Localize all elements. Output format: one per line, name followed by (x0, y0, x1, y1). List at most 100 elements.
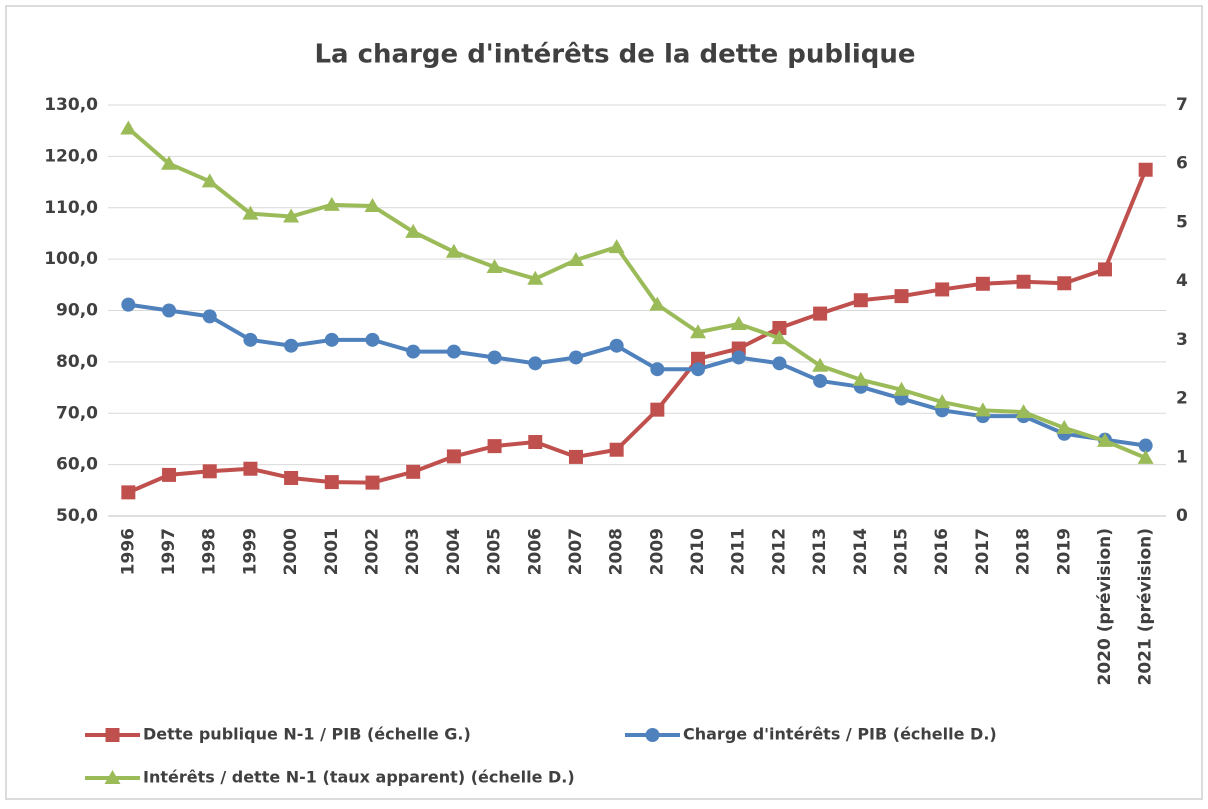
y-tick-label: 90,0 (56, 301, 98, 321)
x-tick-label: 2007 (566, 528, 586, 575)
marker (812, 357, 829, 372)
x-tick-label: 2004 (444, 528, 464, 575)
marker (201, 173, 218, 188)
y2-tick-label: 1 (1176, 447, 1188, 467)
marker (161, 155, 178, 170)
marker (445, 243, 462, 258)
marker (120, 120, 137, 135)
marker (162, 303, 177, 318)
marker (1057, 276, 1072, 291)
x-tick-label: 2016 (932, 528, 952, 575)
marker (568, 449, 583, 464)
x-tick-label: 1996 (118, 528, 138, 575)
marker (324, 332, 339, 347)
x-tick-label: 2000 (281, 528, 301, 575)
marker (162, 467, 177, 482)
y2-tick-label: 3 (1176, 330, 1188, 350)
marker (364, 197, 381, 212)
x-tick-label: 2019 (1054, 528, 1074, 575)
y2-tick-label: 7 (1176, 95, 1188, 115)
marker (242, 205, 259, 220)
y-tick-label: 70,0 (56, 403, 98, 423)
marker (121, 485, 136, 500)
y2-tick-label: 6 (1176, 154, 1188, 174)
marker (446, 449, 461, 464)
y-tick-label: 100,0 (44, 249, 98, 269)
marker (104, 770, 121, 784)
marker (1096, 432, 1113, 447)
y-tick-label: 50,0 (56, 506, 98, 526)
x-tick-label: 2013 (810, 528, 830, 575)
marker (813, 373, 828, 388)
marker (568, 350, 583, 365)
y2-tick-label: 2 (1176, 389, 1188, 409)
x-tick-label: 2002 (363, 528, 383, 575)
chart-title: La charge d'intérêts de la dette publiqu… (314, 40, 915, 70)
x-tick-label: 1997 (159, 528, 179, 575)
marker (1138, 438, 1153, 453)
marker (813, 306, 828, 321)
marker (1137, 449, 1154, 464)
marker (202, 464, 217, 479)
marker (1015, 404, 1032, 419)
marker (691, 362, 706, 377)
marker (105, 728, 120, 742)
marker (894, 289, 909, 304)
marker (731, 350, 746, 365)
marker (567, 252, 584, 267)
marker (405, 223, 422, 238)
marker (527, 270, 544, 285)
legend-label: Dette publique N-1 / PIB (échelle G.) (143, 725, 471, 744)
y2-tick-label: 0 (1176, 506, 1188, 526)
marker (365, 332, 380, 347)
legend-label: Charge d'intérêts / PIB (échelle D.) (683, 725, 997, 744)
marker (690, 324, 707, 339)
x-tick-label: 1998 (200, 528, 220, 575)
marker (1056, 419, 1073, 434)
y-tick-label: 60,0 (56, 455, 98, 475)
marker (1016, 274, 1031, 289)
marker (406, 464, 421, 479)
marker (284, 338, 299, 353)
marker (528, 435, 543, 450)
marker (691, 351, 706, 366)
marker (1097, 262, 1112, 277)
y-tick-label: 110,0 (44, 198, 98, 218)
y2-tick-label: 5 (1176, 212, 1188, 232)
marker (650, 402, 665, 417)
marker (893, 381, 910, 396)
x-tick-label: 1999 (240, 528, 260, 575)
marker (283, 208, 300, 223)
marker (935, 282, 950, 297)
marker (730, 316, 747, 331)
marker (406, 344, 421, 359)
marker (975, 276, 990, 291)
marker (487, 439, 502, 454)
marker (486, 259, 503, 274)
x-tick-label: 2001 (322, 528, 342, 575)
x-tick-label: 2006 (525, 528, 545, 575)
x-tick-label: 2005 (485, 528, 505, 575)
x-tick-label: 2008 (607, 528, 627, 575)
marker (446, 344, 461, 359)
y-tick-label: 120,0 (44, 146, 98, 166)
marker (1138, 162, 1153, 177)
marker (324, 475, 339, 490)
marker (487, 350, 502, 365)
marker (528, 356, 543, 371)
marker (650, 362, 665, 377)
marker (771, 330, 788, 345)
legend-label: Intérêts / dette N-1 (taux apparent) (éc… (143, 768, 575, 787)
series-line (127, 126, 1147, 460)
marker (853, 293, 868, 308)
marker (772, 320, 787, 335)
marker (934, 394, 951, 409)
x-tick-label: 2011 (729, 528, 749, 575)
marker (323, 196, 340, 211)
marker (649, 296, 666, 311)
marker (609, 442, 624, 457)
x-tick-label: 2003 (403, 528, 423, 575)
marker (121, 297, 136, 312)
marker (608, 239, 625, 254)
